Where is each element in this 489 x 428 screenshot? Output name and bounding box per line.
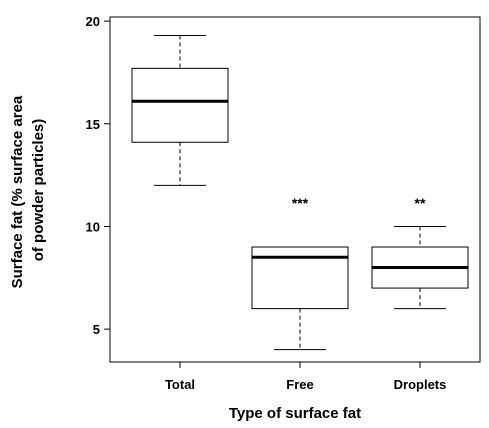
y-tick-label: 10 — [86, 219, 100, 234]
x-axis-title: Type of surface fat — [229, 405, 361, 422]
plot-frame — [109, 16, 481, 363]
x-tick-label: Free — [286, 377, 313, 392]
x-tick-label: Total — [165, 377, 195, 392]
y-axis-title: Surface fat (% surface area of powder pa… — [9, 92, 47, 289]
box-free: *** — [251, 195, 349, 351]
y-tick-label: 5 — [93, 322, 100, 337]
y-axis-title-line-1: Surface fat (% surface area — [9, 95, 26, 288]
y-tick-label: 20 — [86, 14, 100, 29]
y-tick-label: 15 — [86, 117, 100, 132]
y-axis-title-line-2: of powder particles) — [30, 119, 47, 262]
significance-annotation: ** — [415, 195, 426, 211]
x-axis-ticks: Total Free Droplets — [165, 362, 446, 392]
box-droplets: ** — [371, 195, 469, 310]
y-axis-ticks: 5 10 15 20 — [86, 14, 110, 337]
axes — [109, 16, 481, 363]
box-iqr — [131, 67, 229, 143]
x-tick-label: Droplets — [394, 377, 447, 392]
significance-annotation: *** — [292, 195, 309, 211]
box-total — [131, 34, 229, 186]
boxes: *** ** — [131, 34, 469, 351]
